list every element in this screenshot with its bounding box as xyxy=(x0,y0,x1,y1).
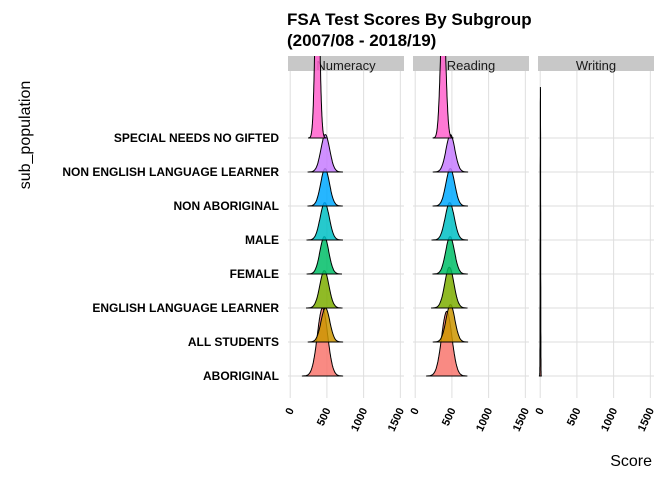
ridges xyxy=(301,56,344,377)
x-tick-label: 0 xyxy=(533,406,546,417)
x-tick-label: 1000 xyxy=(474,406,495,433)
x-tick-label: 1500 xyxy=(386,406,407,433)
category-label: NON ENGLISH LANGUAGE LEARNER xyxy=(62,165,279,179)
ridge-non-aboriginal xyxy=(307,168,343,207)
ridge-male xyxy=(431,202,468,241)
ridge-female xyxy=(432,236,468,275)
facet-strip-label: Writing xyxy=(576,58,616,73)
facet-strip xyxy=(538,56,654,71)
facet-strip-label: Reading xyxy=(447,58,495,73)
ridge-special-needs-no-gifted xyxy=(432,56,454,139)
category-label: FEMALE xyxy=(230,267,279,281)
ridge-all-students xyxy=(307,307,344,343)
ridge-male xyxy=(306,202,343,241)
panel-writing: Writing 0 500 1000 1500 xyxy=(533,56,657,433)
ridge-all-students xyxy=(432,304,469,343)
x-tick-label: 0 xyxy=(408,406,421,417)
vertical-grid xyxy=(288,71,404,398)
chart-title-line-1: FSA Test Scores By Subgroup xyxy=(287,10,532,29)
category-label: MALE xyxy=(245,233,279,247)
x-tick-label: 1500 xyxy=(636,406,657,433)
ridge-female xyxy=(306,236,342,275)
category-labels: SPECIAL NEEDS NO GIFTED NON ENGLISH LANGU… xyxy=(62,131,279,383)
category-label: ALL STUDENTS xyxy=(188,335,279,349)
ridge-special-needs-no-gifted xyxy=(308,56,327,139)
category-label: ENGLISH LANGUAGE LEARNER xyxy=(92,301,279,315)
y-axis-title: sub_population xyxy=(17,81,34,190)
ridge-english-language-learner xyxy=(306,270,343,309)
ridge-aboriginal xyxy=(539,87,542,377)
ridge-non-english-language-learner xyxy=(307,134,343,173)
category-label: ABORIGINAL xyxy=(203,369,279,383)
x-axis-title: Score xyxy=(610,453,652,470)
x-tick-label: 0 xyxy=(283,406,296,417)
x-tick-label: 1500 xyxy=(511,406,532,433)
x-tick-label: 1000 xyxy=(349,406,370,433)
x-tick-label: 500 xyxy=(565,406,584,428)
ridges xyxy=(539,87,542,377)
x-tick-label: 500 xyxy=(315,406,334,428)
vertical-grid xyxy=(538,71,654,398)
ridge-non-aboriginal xyxy=(432,168,468,207)
x-tick-label: 1000 xyxy=(599,406,620,433)
vertical-grid xyxy=(413,71,529,398)
ridges xyxy=(426,56,469,377)
category-label: SPECIAL NEEDS NO GIFTED xyxy=(114,131,279,145)
facet-strip-label: Numeracy xyxy=(316,58,376,73)
panel-numeracy: Numeracy 0 500 1000 1500 xyxy=(283,56,407,433)
panel-reading: Reading 0 500 1000 1500 xyxy=(408,56,532,433)
x-tick-label: 500 xyxy=(440,406,459,428)
category-label: NON ABORIGINAL xyxy=(173,199,279,213)
ridge-aboriginal xyxy=(426,310,468,377)
chart-title-line-2: (2007/08 - 2018/19) xyxy=(287,31,436,50)
ridge-non-english-language-learner xyxy=(432,134,469,173)
